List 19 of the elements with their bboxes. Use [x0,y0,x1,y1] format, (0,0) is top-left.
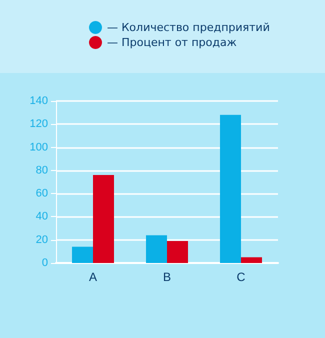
bar [220,114,241,263]
y-tick-label: 80 [36,164,48,176]
bar [146,235,167,263]
bar [93,175,114,263]
y-tick-label: 140 [30,95,48,107]
y-tick-label: 20 [36,234,48,246]
x-tick-label: A [88,270,98,284]
y-tick-label: 60 [36,188,48,200]
legend-label: — Количество предприятий [107,21,270,34]
x-tick-label: B [162,270,172,284]
y-tick-label: 120 [30,118,48,130]
bar [72,246,93,263]
bar [167,241,188,263]
y-tick-label: 0 [42,257,48,269]
x-tick-label: C [236,270,246,284]
y-tick-label: 100 [30,141,48,154]
y-tick-label: 40 [36,210,48,223]
bar [241,257,262,263]
legend-label: — Процент от продаж [107,36,237,49]
